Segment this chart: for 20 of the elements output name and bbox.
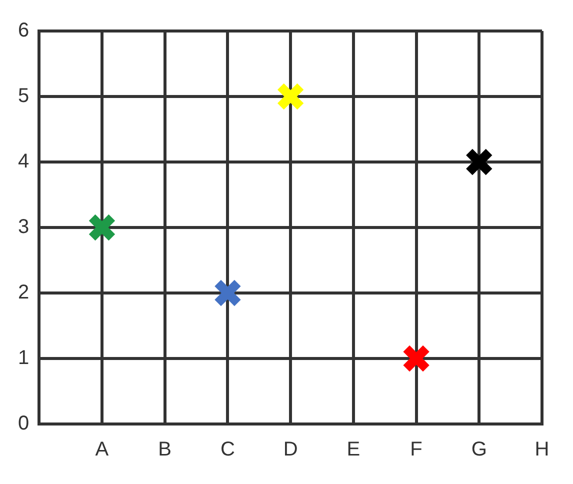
x-tick-label: F [410,438,422,461]
x-tick-label: A [95,438,110,461]
x-tick-label: D [283,438,298,461]
x-tick-label: G [471,438,487,461]
x-tick-label: E [346,438,360,461]
x-tick-label: B [158,438,172,461]
y-tick-label: 0 [18,412,30,435]
point [276,82,305,111]
x-tick-label: C [220,438,235,461]
y-tick-label: 3 [18,216,30,238]
point [213,278,242,308]
point [402,344,431,373]
point [464,148,494,176]
y-tick-label: 6 [18,20,30,42]
point [88,213,116,242]
y-tick-label: 1 [18,347,30,370]
y-tick-label: 5 [18,85,30,108]
y-tick-label: 2 [18,282,30,304]
x-tick-label: H [534,438,550,461]
y-tick-label: 4 [18,150,30,173]
